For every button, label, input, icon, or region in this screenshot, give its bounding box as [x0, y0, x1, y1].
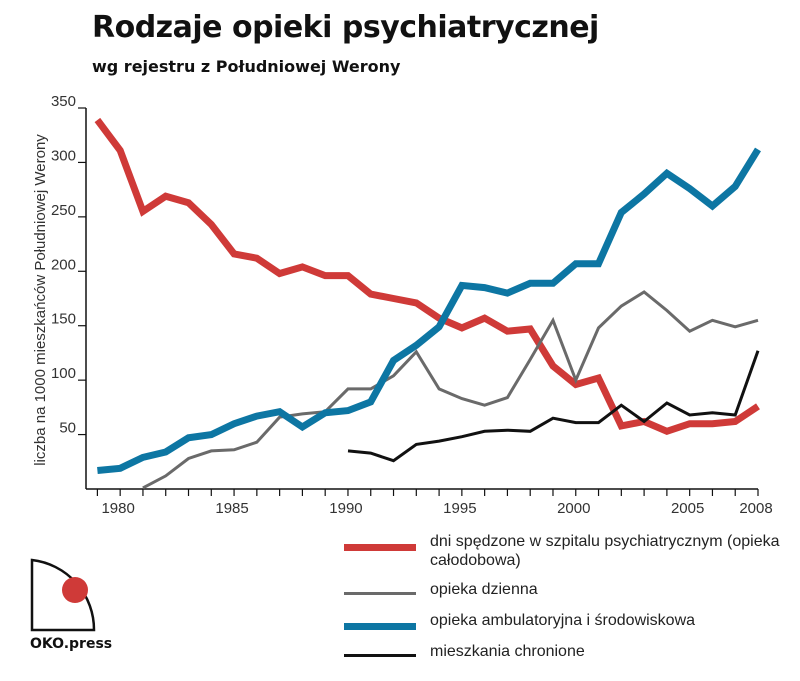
- legend-label: mieszkania chronione: [430, 643, 585, 660]
- logo-red-dot-shape: [62, 577, 88, 603]
- line-chart: 50 100 150 200 250 300 350 1980 1985 1990 1995 2000…: [32, 93, 773, 517]
- chart-axes: 50 100 150 200 250 300 350 1980 1985 1990 1995 2000…: [51, 93, 773, 517]
- chart-title: Rodzaje opieki psychiatrycznej: [92, 10, 599, 45]
- series-line-4: [347, 350, 760, 463]
- y-tick-label: 350: [51, 93, 76, 110]
- legend-swatch: [344, 592, 416, 595]
- x-tick-label: 1980: [101, 500, 134, 517]
- legend-label: opieka dzienna: [430, 581, 538, 598]
- series-line-2: [142, 290, 759, 490]
- legend-item: dni spędzone w szpitalu psychiatrycznym …: [344, 532, 784, 570]
- logo-text: OKO.press: [30, 636, 113, 652]
- y-tick-label: 300: [51, 147, 76, 164]
- y-tick-label: 50: [59, 420, 76, 437]
- legend-item: opieka ambulatoryjna i środowiskowa: [344, 611, 784, 630]
- legend-swatch: [344, 654, 416, 657]
- legend-label: dni spędzone w szpitalu psychiatrycznym …: [430, 533, 780, 569]
- x-tick-label: 1985: [215, 500, 248, 517]
- x-tick-label: 2005: [671, 500, 704, 517]
- y-tick-label: 100: [51, 365, 76, 382]
- y-tick-label: 200: [51, 256, 76, 273]
- oko-press-logo: [30, 558, 96, 632]
- chart-series-layer: [94, 117, 761, 490]
- series-line-1: [94, 117, 760, 436]
- y-tick-label: 250: [51, 202, 76, 219]
- x-tick-label: 2008: [739, 500, 772, 517]
- series-line-3: [97, 147, 761, 474]
- x-tick-label: 2000: [557, 500, 590, 517]
- legend-swatch: [344, 623, 416, 630]
- y-axis-label: liczba na 1000 mieszkańców Południowej W…: [32, 134, 49, 466]
- y-tick-label: 150: [51, 311, 76, 328]
- x-tick-label: 1990: [329, 500, 362, 517]
- legend-label: opieka ambulatoryjna i środowiskowa: [430, 612, 696, 629]
- legend-item: mieszkania chronione: [344, 642, 784, 661]
- legend-item: opieka dzienna: [344, 580, 784, 599]
- legend-swatch: [344, 544, 416, 551]
- chart-subtitle: wg rejestru z Południowej Werony: [92, 57, 401, 76]
- chart-legend: dni spędzone w szpitalu psychiatrycznym …: [344, 532, 784, 661]
- x-tick-label: 1995: [443, 500, 476, 517]
